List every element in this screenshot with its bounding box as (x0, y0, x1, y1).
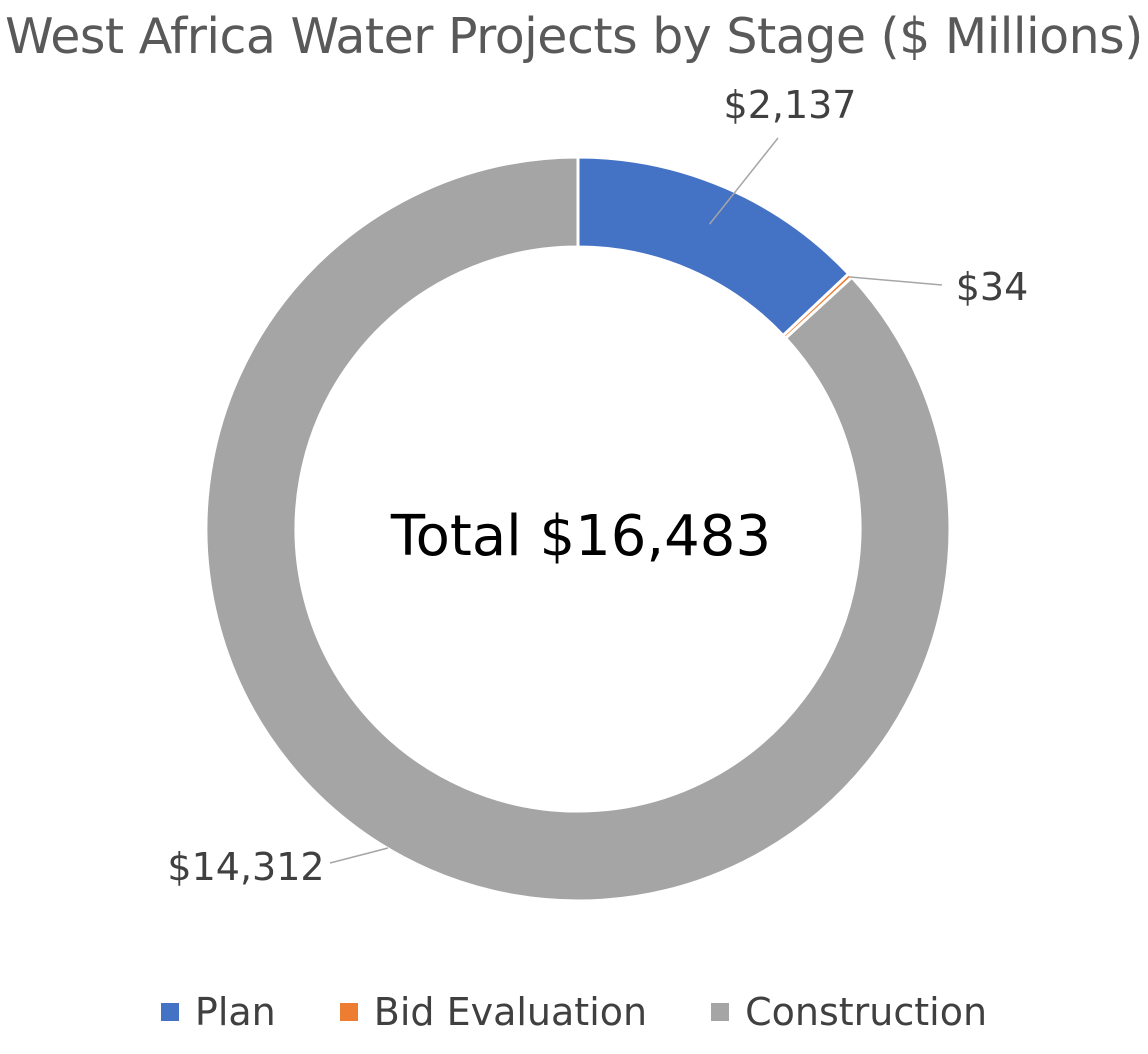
data-label-construction: $14,312 (167, 845, 324, 889)
leader-line-bid-evaluation (848, 276, 943, 286)
center-total-label: Total $16,483 (390, 504, 771, 569)
legend-swatch (339, 1003, 358, 1021)
data-label-plan: $2,137 (724, 83, 857, 127)
slice-construction (204, 155, 952, 903)
leader-line-plan (708, 137, 779, 225)
chart-title: West Africa Water Projects by Stage ($ M… (5, 8, 1143, 65)
legend-swatch (160, 1003, 179, 1021)
data-label-bid-evaluation: $34 (956, 265, 1029, 309)
slice-plan (576, 155, 851, 338)
legend-label: Bid Evaluation (373, 990, 648, 1034)
legend-label: Plan (194, 990, 276, 1034)
legend-label: Construction (745, 990, 988, 1034)
legend-item-bid-evaluation: Bid Evaluation (339, 990, 648, 1034)
legend-item-plan: Plan (160, 990, 276, 1034)
legend-item-construction: Construction (711, 990, 987, 1034)
leader-line-construction (329, 847, 389, 864)
chart-legend: Plan Bid Evaluation Construction (0, 990, 1148, 1034)
legend-swatch (711, 1003, 730, 1021)
